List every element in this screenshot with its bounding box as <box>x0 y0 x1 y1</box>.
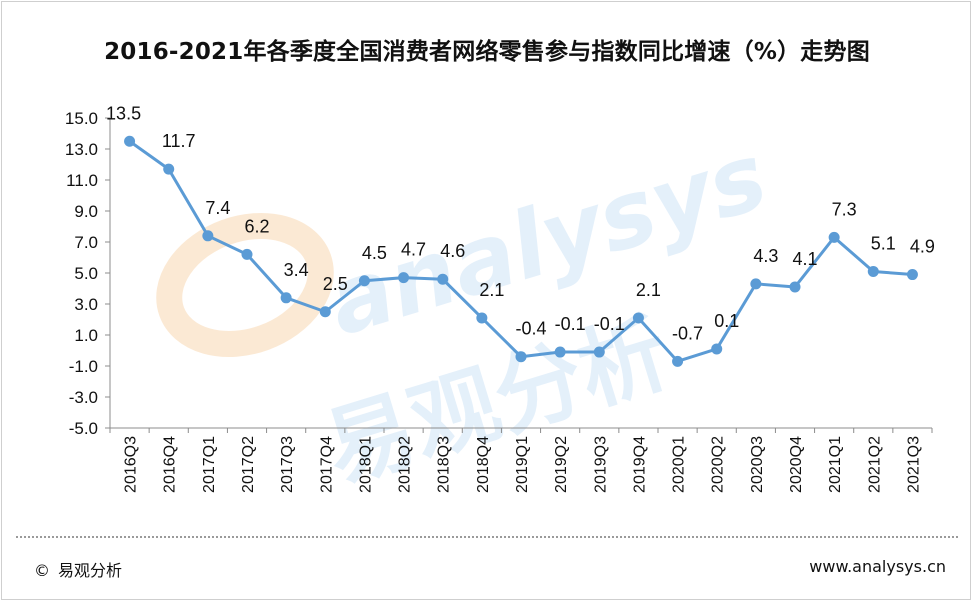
data-label: -0.4 <box>515 319 546 339</box>
data-point[interactable] <box>554 346 566 358</box>
data-label: 7.4 <box>205 198 230 218</box>
x-tick-label: 2020Q4 <box>788 436 805 493</box>
data-label: -0.1 <box>594 314 625 334</box>
data-label: -0.7 <box>672 323 703 343</box>
x-tick-label: 2021Q1 <box>827 436 844 493</box>
y-tick-label: 3.0 <box>74 295 98 314</box>
y-axis-ticks: 15.0 13.0 11.0 9.0 7.0 5.0 3.0 1.0 -1.0 -3.0 -5.0 <box>65 109 110 438</box>
x-tick-label: 2017Q4 <box>318 436 335 493</box>
data-label: 4.5 <box>362 243 387 263</box>
x-tick-label: 2020Q2 <box>710 436 727 493</box>
x-tick-label: 2017Q3 <box>279 436 296 493</box>
data-point[interactable] <box>672 355 684 367</box>
x-tick-label: 2020Q3 <box>749 436 766 493</box>
x-tick-label: 2018Q4 <box>475 436 492 493</box>
x-tick-label: 2021Q3 <box>905 436 922 493</box>
y-tick-label: -1.0 <box>69 357 98 376</box>
data-label: 4.7 <box>401 240 426 260</box>
data-label: 6.2 <box>244 216 269 236</box>
footer-brand-name: 易观分析 <box>58 561 123 580</box>
data-label: 4.6 <box>440 241 465 261</box>
x-tick-label: 2019Q3 <box>592 436 609 493</box>
data-point[interactable] <box>124 135 136 147</box>
footer-brand: © 易观分析 <box>34 557 122 581</box>
footer-url[interactable]: www.analysys.cn <box>809 557 946 576</box>
data-label: 13.5 <box>106 103 141 123</box>
y-tick-label: 1.0 <box>74 326 98 345</box>
copyright-symbol: © <box>34 561 50 580</box>
y-tick-label: 11.0 <box>66 171 98 190</box>
data-label: 2.1 <box>479 280 504 300</box>
footer-divider <box>16 536 958 538</box>
x-tick-label: 2019Q1 <box>514 436 531 493</box>
data-point[interactable] <box>241 248 253 260</box>
x-axis-ticks: 2016Q3 2016Q4 2017Q1 2017Q2 2017Q3 2017Q4 2018… <box>109 428 933 493</box>
x-tick-label: 2017Q1 <box>201 436 218 493</box>
x-tick-label: 2019Q2 <box>553 436 570 493</box>
x-tick-label: 2018Q2 <box>397 436 414 493</box>
data-label: -0.1 <box>555 314 586 334</box>
data-label: 2.1 <box>636 280 661 300</box>
data-label: 4.3 <box>753 246 778 266</box>
y-tick-label: 5.0 <box>74 264 98 283</box>
data-point[interactable] <box>280 292 292 304</box>
data-point[interactable] <box>593 346 605 358</box>
data-point[interactable] <box>906 269 918 281</box>
y-tick-label: 13.0 <box>65 140 98 159</box>
data-point[interactable] <box>750 278 762 290</box>
data-point[interactable] <box>867 265 879 277</box>
data-labels: 13.5 11.7 7.4 6.2 3.4 2.5 4.5 4.7 4.6 2.1 -0.4 -0.1… <box>106 103 935 343</box>
x-tick-label: 2016Q4 <box>162 436 179 493</box>
y-tick-label: -3.0 <box>69 388 98 407</box>
data-point[interactable] <box>163 163 175 175</box>
x-tick-label: 2019Q4 <box>631 436 648 493</box>
watermark-latin: analysys <box>316 123 778 357</box>
data-label: 7.3 <box>832 199 857 219</box>
y-tick-label: 7.0 <box>74 233 98 252</box>
data-label: 2.5 <box>323 274 348 294</box>
data-point[interactable] <box>437 273 449 285</box>
x-tick-label: 2020Q1 <box>671 436 688 493</box>
watermark-logo-ring <box>156 213 334 357</box>
data-point[interactable] <box>202 230 214 242</box>
data-label: 0.1 <box>714 311 739 331</box>
data-label: 11.7 <box>162 131 196 151</box>
y-tick-label: -5.0 <box>69 419 98 438</box>
data-point[interactable] <box>398 272 410 284</box>
data-point[interactable] <box>515 351 527 363</box>
data-label: 5.1 <box>871 233 896 253</box>
y-tick-label: 9.0 <box>74 202 98 221</box>
x-tick-label: 2018Q1 <box>357 436 374 493</box>
data-point[interactable] <box>789 281 801 293</box>
y-tick-label: 15.0 <box>65 109 98 128</box>
x-tick-label: 2018Q3 <box>436 436 453 493</box>
data-point[interactable] <box>632 312 644 324</box>
x-tick-label: 2017Q2 <box>240 436 257 493</box>
series-line <box>124 135 918 367</box>
data-point[interactable] <box>319 306 331 318</box>
x-tick-label: 2016Q3 <box>123 436 140 493</box>
data-point[interactable] <box>476 312 488 324</box>
x-tick-label: 2021Q2 <box>866 436 883 493</box>
data-point[interactable] <box>828 231 840 243</box>
data-label: 4.9 <box>910 237 935 257</box>
data-point[interactable] <box>711 343 723 355</box>
data-label: 3.4 <box>284 260 309 280</box>
data-label: 4.1 <box>792 249 817 269</box>
data-point[interactable] <box>358 275 370 287</box>
chart-title: 2016-2021年各季度全国消费者网络零售参与指数同比增速（%）走势图 <box>104 39 870 65</box>
